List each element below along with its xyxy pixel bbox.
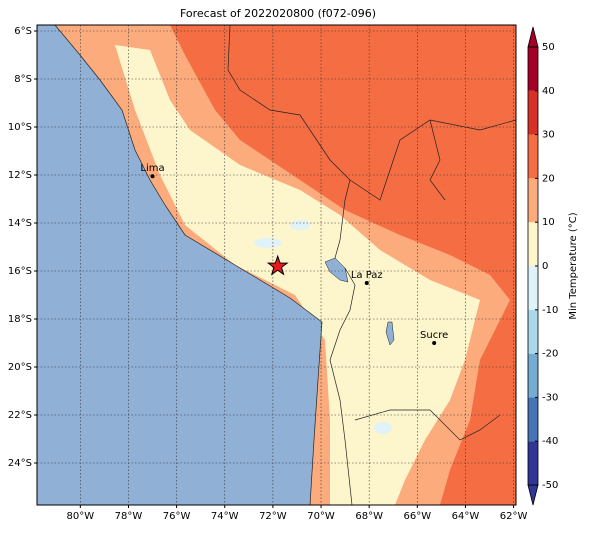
x-tick-label: 64°W [452,511,480,522]
x-tick-label: 80°W [67,511,95,522]
colorbar-band [528,178,538,223]
colorbar-tick-label: 20 [542,173,555,184]
city-label: Sucre [420,330,448,341]
lake-poopo [385,321,395,346]
colorbar-band [528,353,538,398]
city-point [364,281,369,285]
x-tick-label: 66°W [403,511,431,522]
colorbar-band [528,222,538,266]
border-bolivia-argentina [354,409,501,441]
y-tick-label: 10°S [8,122,32,133]
y-tick-label: 8°S [14,74,32,85]
city-label: La Paz [351,270,383,281]
city-label: Lima [140,163,164,174]
contour-0-10 [115,45,480,505]
y-tick-label: 12°S [8,170,32,181]
points: Lima La Paz Sucre [140,163,448,345]
colorbar: -50 -40 -30 -20 -10 0 10 20 30 40 50 [527,26,558,506]
border-peru-brazil [227,25,351,259]
colorbar-tick-label: 0 [542,261,548,272]
colorbar-band [528,397,538,442]
colorbar-tick-label: 50 [542,42,555,53]
x-tick-label: 74°W [211,511,239,522]
colorbar-tick-label: -10 [542,305,558,316]
colorbar-tick-label: -40 [542,436,558,447]
colorbar-band [528,134,538,179]
colorbar-band [528,90,538,135]
city-point [432,341,437,345]
colorbar-tick-label: 10 [542,217,555,228]
contour-minus10-0 [290,220,310,230]
star-marker [266,254,289,276]
y-tick-label: 22°S [8,410,32,421]
x-tick-label: 68°W [355,511,383,522]
colorbar-tick-label: -20 [542,349,558,360]
x-tick-label: 76°W [163,511,191,522]
y-tick-label: 6°S [14,26,32,37]
y-tick-label: 24°S [8,458,32,469]
x-tick-label: 70°W [307,511,335,522]
title: Forecast of 2022020800 (f072-096) [180,7,376,20]
x-tick-label: 62°W [500,511,528,522]
x-tick-label: 78°W [115,511,143,522]
y-tick-label: 20°S [8,362,32,373]
contour-minus10-0 [254,238,282,248]
colorbar-band [528,441,538,485]
y-tick-label: 16°S [8,266,32,277]
x-tick-label: 72°W [259,511,287,522]
border-bolivia-brazil [349,119,516,201]
colorbar-tick-label: 30 [542,130,555,141]
colorbar-extend-bottom [527,484,539,506]
map-area: Lima La Paz Sucre [37,25,516,505]
city-point [150,174,155,179]
colorbar-band [528,309,538,354]
contour-minus10-0 [374,422,392,434]
colorbar-band [528,266,538,310]
y-tick-label: 14°S [8,218,32,229]
y-tick-label: 18°S [8,314,32,325]
border-chile [329,267,356,505]
colorbar-extend-top [527,26,539,48]
ocean [37,25,323,505]
colorbar-band [528,47,538,91]
colorbar-tick-label: -50 [542,480,558,491]
colorbar-tick-label: -30 [542,392,558,403]
plot-frame [36,24,517,506]
colorbar-tick-label: 40 [542,86,555,97]
border-inner [429,119,446,201]
grid [37,25,516,505]
colorbar-label: Min Temperature (°C) [568,212,579,319]
